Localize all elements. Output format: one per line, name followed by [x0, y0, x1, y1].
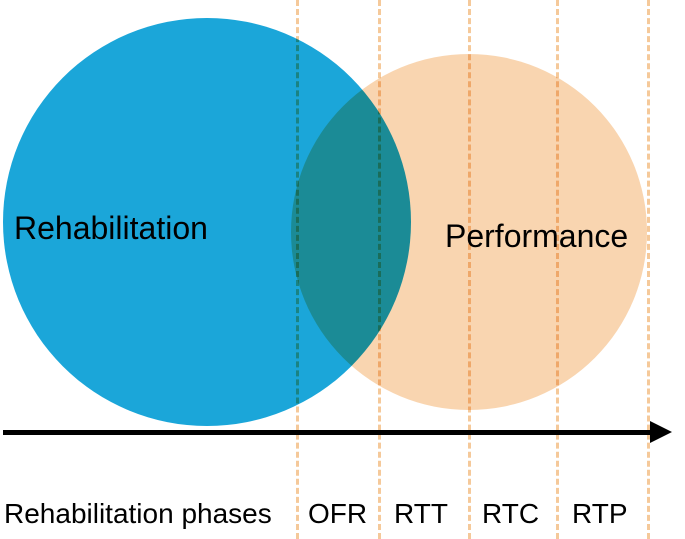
- phase-code-rtc: RTC: [482, 498, 539, 530]
- phase-code-rtt: RTT: [394, 498, 448, 530]
- timeline-arrow-head: [650, 421, 672, 443]
- performance-label: Performance: [445, 218, 628, 255]
- phase-code-rtp: RTP: [572, 498, 628, 530]
- venn-timeline-diagram: Rehabilitation Performance Rehabilitatio…: [0, 0, 685, 539]
- phase-row-title: Rehabilitation phases: [4, 498, 272, 530]
- phase-code-ofr: OFR: [308, 498, 367, 530]
- timeline-arrow-line: [3, 430, 654, 435]
- rehabilitation-label: Rehabilitation: [14, 210, 208, 247]
- phase-divider-4: [647, 0, 650, 539]
